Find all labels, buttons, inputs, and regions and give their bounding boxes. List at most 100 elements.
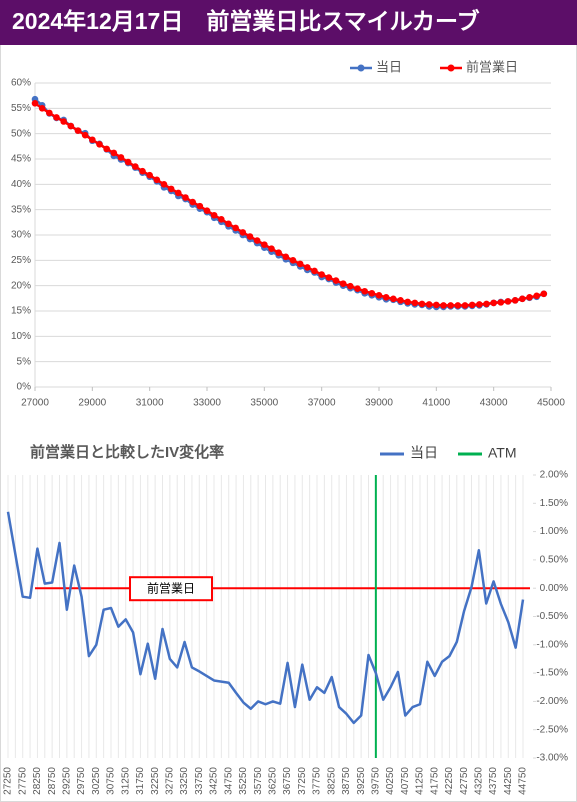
point — [318, 271, 325, 278]
x-tick-label: 31000 — [136, 398, 164, 409]
point — [339, 280, 347, 287]
point — [74, 127, 82, 134]
legend-marker — [447, 64, 455, 72]
y-tick-label: -2.00% — [536, 696, 568, 707]
legend-label: 当日 — [376, 59, 402, 74]
point — [296, 260, 304, 268]
x-tick-label: 28250 — [32, 767, 43, 795]
point — [289, 257, 297, 264]
y-tick-label: 0.00% — [540, 583, 568, 594]
x-tick-label: 41750 — [429, 767, 440, 795]
point — [490, 299, 497, 307]
point — [497, 299, 505, 306]
y-tick-label: 1.00% — [540, 526, 568, 537]
point — [418, 300, 426, 308]
x-tick-label: 30750 — [106, 767, 117, 795]
point — [146, 171, 153, 179]
x-tick-label: 45000 — [537, 398, 565, 409]
point — [433, 301, 440, 309]
y-tick-label: 0.50% — [540, 555, 568, 566]
x-tick-label: 42750 — [459, 767, 470, 795]
point — [311, 267, 318, 275]
x-tick-label: 36750 — [282, 767, 293, 795]
x-tick-label: 37000 — [308, 398, 336, 409]
point — [81, 131, 89, 139]
point — [382, 294, 390, 301]
y-tick-label: 30% — [11, 230, 31, 241]
point — [139, 167, 146, 175]
y-tick-label: 1.50% — [540, 498, 568, 509]
point — [203, 207, 211, 214]
x-tick-label: 32250 — [150, 767, 161, 795]
point — [476, 301, 483, 308]
x-tick-label: 27000 — [21, 398, 49, 409]
point — [96, 141, 103, 148]
point — [347, 282, 354, 290]
point — [46, 109, 53, 117]
legend-marker — [357, 64, 365, 72]
x-tick-label: 42250 — [444, 767, 455, 795]
point — [175, 189, 182, 197]
x-tick-label: 40750 — [400, 767, 411, 795]
point — [232, 224, 239, 232]
point — [375, 291, 383, 299]
point — [153, 176, 161, 184]
x-tick-label: 30250 — [91, 767, 102, 795]
point — [461, 302, 469, 309]
legend-label: 前営業日 — [466, 59, 518, 74]
x-tick-label: 37750 — [312, 767, 323, 795]
point — [110, 149, 118, 157]
x-tick-label: 40250 — [385, 767, 396, 795]
x-tick-label: 35250 — [238, 767, 249, 795]
x-tick-label: 32750 — [164, 767, 175, 795]
y-tick-label: -1.50% — [536, 668, 568, 679]
point — [540, 290, 548, 298]
header-title: 2024年12月17日 前営業日比スマイルカーブ — [12, 8, 480, 34]
x-tick-label: 43750 — [488, 767, 499, 795]
point — [332, 277, 340, 284]
y-tick-label: -3.00% — [536, 753, 568, 764]
point — [425, 301, 433, 308]
x-tick-label: 27250 — [3, 767, 14, 795]
x-tick-label: 44750 — [518, 767, 529, 795]
x-tick-label: 28750 — [47, 767, 58, 795]
x-tick-label: 35000 — [250, 398, 278, 409]
point — [519, 295, 526, 303]
x-tick-label: 29250 — [61, 767, 72, 795]
x-tick-label: 43250 — [473, 767, 484, 795]
legend-label: 当日 — [410, 445, 438, 461]
point — [361, 287, 368, 295]
x-tick-label: 36250 — [267, 767, 278, 795]
point — [60, 118, 67, 125]
x-tick-label: 43000 — [480, 398, 508, 409]
header-bar — [0, 0, 577, 45]
y-tick-label: -0.50% — [536, 611, 568, 622]
point — [117, 154, 125, 161]
x-tick-label: 31250 — [120, 767, 131, 795]
point — [38, 105, 46, 112]
reference-label-box — [129, 576, 213, 602]
point — [89, 136, 96, 144]
point — [390, 295, 397, 303]
reference-label: 前営業日 — [147, 580, 195, 595]
y-tick-label: 0% — [17, 382, 32, 393]
point — [253, 237, 261, 244]
y-tick-label: 60% — [11, 78, 31, 89]
y-tick-label: 5% — [17, 356, 32, 367]
y-tick-label: -2.50% — [536, 724, 568, 735]
x-tick-label: 44250 — [503, 767, 514, 795]
point — [511, 297, 519, 304]
y-tick-label: 20% — [11, 280, 31, 291]
point — [282, 253, 290, 261]
x-tick-label: 37250 — [297, 767, 308, 795]
x-tick-label: 38250 — [326, 767, 337, 795]
point — [304, 264, 311, 271]
point — [182, 194, 189, 201]
y-tick-label: 25% — [11, 255, 31, 266]
y-tick-label: 50% — [11, 128, 31, 139]
point — [189, 198, 196, 206]
x-tick-label: 34750 — [223, 767, 234, 795]
x-tick-label: 34250 — [209, 767, 220, 795]
point — [411, 299, 419, 307]
